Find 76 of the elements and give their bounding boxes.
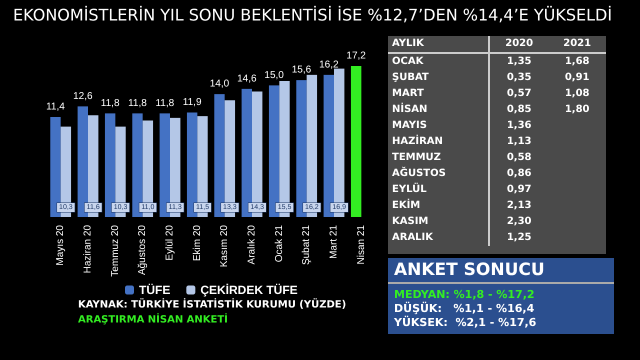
text: ARAŞTIRMA NİSAN ANKETİ <box>78 312 228 326</box>
category-label: HAZİRAN <box>392 136 443 147</box>
bar <box>268 85 280 217</box>
x-tick-label: Nisan 21 <box>356 224 367 264</box>
x-tick-label: Kasım 20 <box>219 224 230 268</box>
x-tick-label: Aralık 20 <box>246 224 258 264</box>
category-label: ŞUBAT <box>392 72 429 83</box>
bar <box>186 112 198 217</box>
text: MEDYAN: %1,8 - %17,2 <box>393 288 536 302</box>
category-label: EYLÜL <box>392 184 427 195</box>
text: DÜŞÜK: %1,1 - %16,4 <box>393 302 536 316</box>
bar <box>242 88 252 217</box>
category-label: MAYIS <box>392 120 427 131</box>
text: 1,35 <box>506 56 532 67</box>
bar <box>214 94 225 217</box>
data-label: 11,8 <box>128 98 148 109</box>
text: 2,30 <box>506 216 532 227</box>
text: 1,13 <box>506 136 532 147</box>
category-label: NİSAN <box>392 104 428 115</box>
category-label: ARALIK <box>392 232 434 243</box>
text: 1,68 <box>564 56 590 67</box>
data-label: 14,6 <box>237 73 257 84</box>
bar <box>324 74 334 217</box>
text: 1,25 <box>506 232 532 243</box>
legend-label: ÇEKİRDEK TÜFE <box>200 283 298 297</box>
text: 0,91 <box>564 72 590 83</box>
category-label: AĞUSTOS <box>392 168 446 179</box>
data-label: 15,6 <box>292 64 312 76</box>
bar <box>50 116 61 217</box>
category-label: TEMMUZ <box>392 152 441 163</box>
bar <box>104 113 116 217</box>
x-tick-label: Şubat 21 <box>301 224 312 266</box>
x-tick-label: Ocak 21 <box>274 224 285 262</box>
category-label: OCAK <box>392 56 424 67</box>
bar <box>160 113 170 217</box>
text: 0,85 <box>506 104 532 115</box>
data-label: 11,4 <box>46 101 66 112</box>
text: ANKET SONUCU <box>388 258 614 284</box>
text: 1,80 <box>564 104 590 115</box>
data-label: 16,2 <box>319 59 339 70</box>
x-tick-label: Temmuz 20 <box>110 224 121 277</box>
data-label: 15,0 <box>264 70 284 81</box>
text: 0,57 <box>506 88 532 99</box>
x-tick-label: Eylül 20 <box>164 224 176 261</box>
x-tick-label: Ağustos 20 <box>137 224 148 276</box>
bar <box>78 106 88 217</box>
bar <box>350 66 362 217</box>
text: KAYNAK: TÜRKİYE İSTATİSTİK KURUMU (YÜZDE) <box>78 298 346 310</box>
x-tick-label: Haziran 20 <box>82 224 94 274</box>
legend-label: TÜFE <box>139 283 170 297</box>
bar <box>296 80 307 217</box>
data-label: 17,2 <box>346 50 366 62</box>
x-tick-label: Ekim 20 <box>192 224 203 262</box>
category-label: 2021 <box>548 36 606 53</box>
category-label: MART <box>392 88 424 99</box>
data-label: 11,9 <box>182 97 202 108</box>
x-tick-label: Mart 21 <box>328 224 340 259</box>
data-label: 14,0 <box>210 78 230 90</box>
text: 0,86 <box>506 168 532 179</box>
data-label: 11,8 <box>100 98 120 109</box>
text: 1,36 <box>506 120 532 131</box>
text: YÜKSEK: %2,1 - %17,6 <box>393 316 538 330</box>
data-label: 11,8 <box>155 98 175 109</box>
chart-title: EKONOMİSTLERİN YIL SONU BEKLENTİSİ İSE %12,7’DEN %14,4’E YÜKSELDİ <box>13 6 612 24</box>
category-label: AYLIK <box>388 36 490 53</box>
bar <box>132 113 143 217</box>
text: 0,58 <box>506 152 532 163</box>
category-label: KASIM <box>392 216 428 227</box>
text: 0,97 <box>506 184 532 195</box>
data-label: 12,6 <box>73 90 93 102</box>
text: 2,13 <box>506 200 532 211</box>
text: 0,35 <box>506 72 532 83</box>
x-tick-label: Mayıs 20 <box>55 224 66 266</box>
text: 1,08 <box>564 88 590 99</box>
category-label: 2020 <box>489 36 548 53</box>
category-label: EKİM <box>392 200 420 211</box>
